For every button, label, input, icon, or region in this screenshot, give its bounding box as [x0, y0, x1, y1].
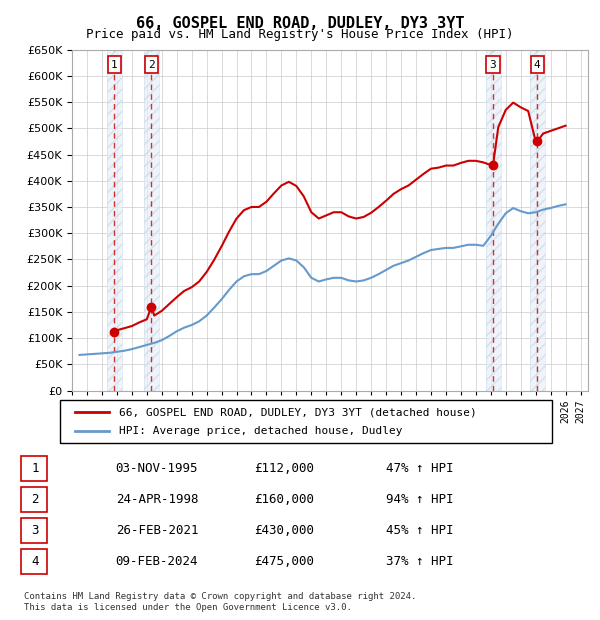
- Text: HPI: Average price, detached house, Dudley: HPI: Average price, detached house, Dudl…: [119, 426, 403, 436]
- FancyBboxPatch shape: [20, 518, 47, 542]
- Text: Contains HM Land Registry data © Crown copyright and database right 2024.
This d: Contains HM Land Registry data © Crown c…: [24, 592, 416, 611]
- FancyBboxPatch shape: [60, 400, 552, 443]
- Text: 66, GOSPEL END ROAD, DUDLEY, DY3 3YT: 66, GOSPEL END ROAD, DUDLEY, DY3 3YT: [136, 16, 464, 30]
- Text: 1: 1: [31, 462, 39, 474]
- Text: 2: 2: [31, 493, 39, 505]
- Text: 1: 1: [111, 60, 118, 70]
- Bar: [144, 50, 159, 391]
- Bar: [530, 50, 545, 391]
- Text: 3: 3: [490, 60, 496, 70]
- Bar: [530, 50, 545, 391]
- Text: 4: 4: [31, 555, 39, 567]
- Text: 94% ↑ HPI: 94% ↑ HPI: [386, 493, 454, 505]
- Text: 2: 2: [148, 60, 155, 70]
- Text: £475,000: £475,000: [254, 555, 314, 567]
- Text: 66, GOSPEL END ROAD, DUDLEY, DY3 3YT (detached house): 66, GOSPEL END ROAD, DUDLEY, DY3 3YT (de…: [119, 407, 477, 417]
- FancyBboxPatch shape: [20, 487, 47, 512]
- FancyBboxPatch shape: [20, 456, 47, 480]
- Text: 45% ↑ HPI: 45% ↑ HPI: [386, 524, 454, 536]
- Bar: [144, 50, 159, 391]
- Bar: [107, 50, 122, 391]
- Text: £112,000: £112,000: [254, 462, 314, 474]
- FancyBboxPatch shape: [20, 549, 47, 574]
- Bar: [107, 50, 122, 391]
- Text: Price paid vs. HM Land Registry's House Price Index (HPI): Price paid vs. HM Land Registry's House …: [86, 28, 514, 41]
- Text: 26-FEB-2021: 26-FEB-2021: [116, 524, 198, 536]
- Text: 03-NOV-1995: 03-NOV-1995: [116, 462, 198, 474]
- Text: 09-FEB-2024: 09-FEB-2024: [116, 555, 198, 567]
- Text: 24-APR-1998: 24-APR-1998: [116, 493, 198, 505]
- Text: 47% ↑ HPI: 47% ↑ HPI: [386, 462, 454, 474]
- Bar: [485, 50, 500, 391]
- Text: £160,000: £160,000: [254, 493, 314, 505]
- Text: £430,000: £430,000: [254, 524, 314, 536]
- Bar: [485, 50, 500, 391]
- Text: 3: 3: [31, 524, 39, 536]
- Text: 4: 4: [534, 60, 541, 70]
- Text: 37% ↑ HPI: 37% ↑ HPI: [386, 555, 454, 567]
